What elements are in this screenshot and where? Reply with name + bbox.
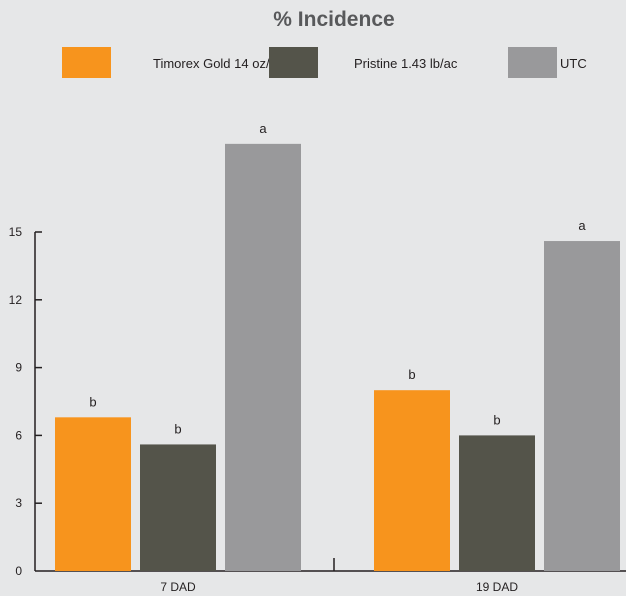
legend-label-1: Timorex Gold 14 oz/ac — [153, 56, 284, 71]
bars: b b a b b a — [55, 121, 620, 572]
y-tick-label: 9 — [15, 361, 22, 375]
legend-swatch-1 — [62, 47, 111, 78]
bar — [374, 390, 450, 571]
x-tick-label: 7 DAD — [160, 580, 196, 594]
data-label: b — [174, 421, 181, 436]
data-label: a — [578, 218, 586, 233]
y-tick-label: 0 — [15, 564, 22, 578]
bar — [544, 241, 620, 572]
data-label: b — [493, 412, 500, 427]
bar — [140, 444, 216, 571]
legend-swatch-3 — [508, 47, 557, 78]
legend-label-2: Pristine 1.43 lb/ac — [354, 56, 458, 71]
data-label: a — [259, 121, 267, 136]
y-tick-label: 15 — [9, 225, 23, 239]
chart-title: % Incidence — [273, 8, 394, 31]
y-tick-label: 6 — [15, 428, 22, 442]
legend-swatch-2 — [269, 47, 318, 78]
legend-label-3: UTC — [560, 56, 587, 71]
y-tick-label: 12 — [9, 293, 23, 307]
bar — [459, 435, 535, 571]
axes: 0 3 6 9 12 15 7 DAD 19 DAD — [9, 225, 626, 594]
bar — [225, 143, 301, 572]
data-label: b — [408, 367, 415, 382]
x-tick-label: 19 DAD — [476, 580, 518, 594]
y-tick-label: 3 — [15, 496, 22, 510]
legend: Timorex Gold 14 oz/ac Pristine 1.43 lb/ac… — [62, 47, 587, 78]
bar — [55, 417, 131, 571]
data-label: b — [89, 394, 96, 409]
